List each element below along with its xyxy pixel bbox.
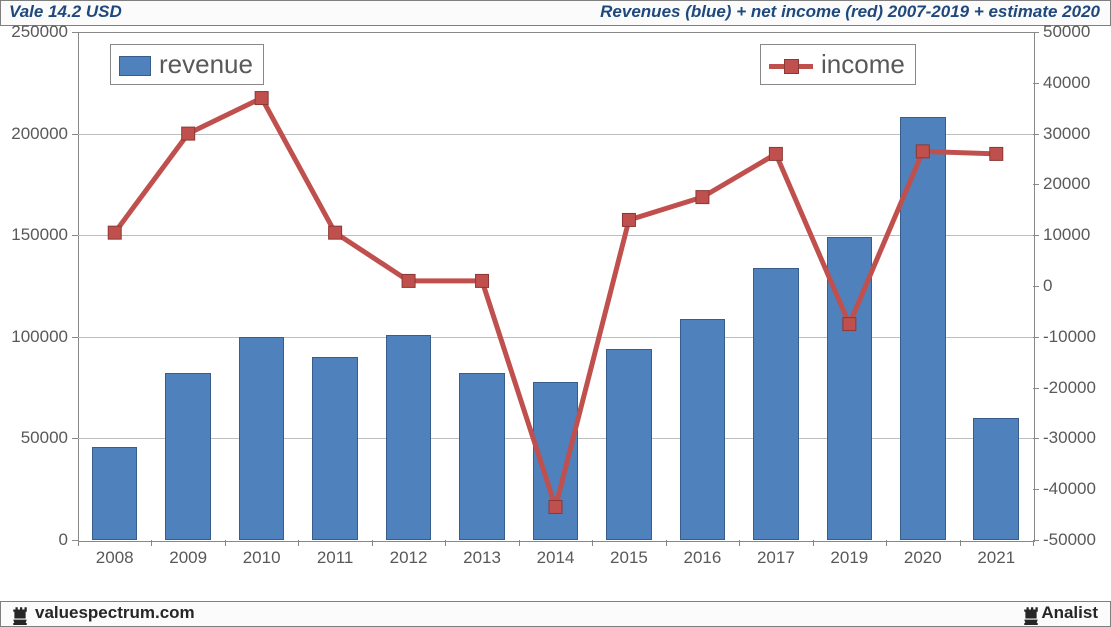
x-tick-label: 2016 (672, 548, 732, 568)
legend-income-label: income (821, 49, 905, 79)
chart-container: Vale 14.2 USD Revenues (blue) + net inco… (0, 0, 1111, 627)
footer-right-text: Analist (1041, 603, 1098, 623)
x-tick-label: 2019 (819, 548, 879, 568)
x-tick-label: 2013 (452, 548, 512, 568)
footer-bar: valuespectrum.com Analist (0, 601, 1111, 627)
legend-revenue-swatch (119, 56, 151, 76)
x-tick-label: 2020 (893, 548, 953, 568)
x-tick-label: 2010 (232, 548, 292, 568)
line-series (0, 0, 1111, 627)
x-tick-label: 2011 (305, 548, 365, 568)
rook-icon (1022, 605, 1040, 623)
x-tick-label: 2017 (746, 548, 806, 568)
legend-income-swatch (769, 64, 813, 69)
footer-left-text: valuespectrum.com (35, 603, 195, 623)
x-tick-label: 2015 (599, 548, 659, 568)
legend-revenue-label: revenue (159, 49, 253, 79)
legend-revenue: revenue (110, 44, 264, 85)
x-tick-label: 2012 (379, 548, 439, 568)
legend-income: income (760, 44, 916, 85)
x-tick-label: 2014 (526, 548, 586, 568)
x-tick-label: 2021 (966, 548, 1026, 568)
x-tick-label: 2009 (158, 548, 218, 568)
rook-icon (11, 605, 29, 623)
x-tick-label: 2008 (85, 548, 145, 568)
